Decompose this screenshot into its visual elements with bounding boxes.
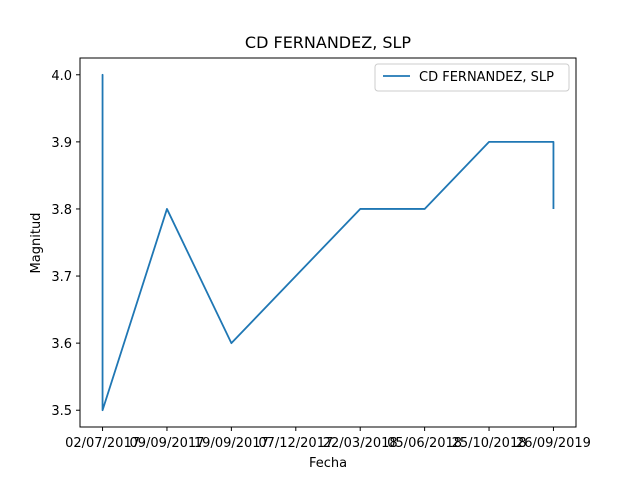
legend: CD FERNANDEZ, SLP <box>374 63 570 92</box>
legend-label: CD FERNANDEZ, SLP <box>419 70 554 85</box>
series-layer <box>101 73 555 412</box>
x-axis-label: Fecha <box>309 456 347 471</box>
x-tick-label: 02/07/2017 <box>65 436 140 451</box>
plot-area <box>79 57 577 428</box>
y-tick-label: 3.7 <box>51 270 72 285</box>
y-tick-label: 3.8 <box>51 203 72 218</box>
x-tick-label: 07/12/2017 <box>258 436 333 451</box>
y-axis-label: Magnitud <box>29 213 44 274</box>
series-line <box>101 73 555 412</box>
y-tick-label: 3.9 <box>51 136 72 151</box>
x-tick-label: 09/09/2017 <box>129 436 204 451</box>
y-axis: 3.5 3.6 3.7 3.8 3.9 4.0 <box>51 69 80 419</box>
x-tick-label: 22/03/2018 <box>323 436 398 451</box>
axes-frame <box>79 57 577 428</box>
x-tick-label: 26/09/2019 <box>516 436 591 451</box>
chart-title: CD FERNANDEZ, SLP <box>245 33 412 52</box>
x-axis: 02/07/201709/09/201719/09/201707/12/2017… <box>65 427 591 451</box>
x-tick-label: 19/09/2017 <box>194 436 269 451</box>
x-tick-label: 25/10/2018 <box>452 436 527 451</box>
y-tick-label: 3.5 <box>51 404 72 419</box>
y-tick-label: 3.6 <box>51 337 72 352</box>
y-tick-label: 4.0 <box>51 69 72 84</box>
legend-box <box>374 63 570 92</box>
x-tick-label: 05/06/2018 <box>387 436 462 451</box>
